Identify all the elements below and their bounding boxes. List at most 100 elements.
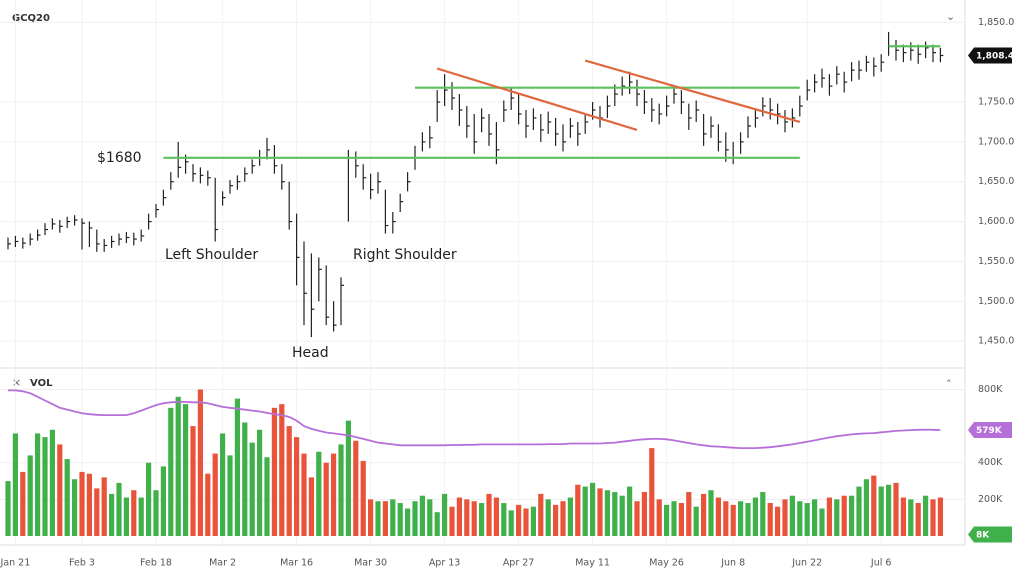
- volume-bar: [160, 466, 166, 536]
- volume-bar: [279, 404, 285, 536]
- volume-bar: [338, 444, 344, 536]
- volume-bar: [493, 497, 499, 536]
- x-tick-label: Jun 8: [720, 558, 745, 569]
- volume-bar: [649, 448, 655, 536]
- volume-bar: [227, 455, 233, 536]
- volume-bar: [590, 482, 596, 536]
- volume-bar: [456, 497, 462, 536]
- trend-line: [584, 59, 801, 124]
- volume-bar: [782, 499, 788, 536]
- volume-bar: [612, 492, 618, 536]
- volume-bar: [479, 503, 485, 536]
- volume-bar: [841, 495, 847, 536]
- volume-bar: [752, 497, 758, 536]
- volume-bar: [249, 442, 255, 536]
- volume-bar: [686, 492, 692, 536]
- y-tick-label: 1,450.0: [978, 336, 1014, 347]
- y2-tick-label: 800K: [978, 384, 1003, 395]
- volume-bar: [738, 501, 744, 536]
- volume-bar: [345, 420, 351, 536]
- volume-bar: [486, 493, 492, 536]
- x-tick-label: May 26: [649, 558, 684, 569]
- volume-bar: [849, 495, 855, 536]
- annotation: Head: [292, 345, 329, 361]
- volume-bar: [723, 501, 729, 536]
- volume-bar: [190, 426, 196, 536]
- volume-bar: [242, 422, 248, 536]
- volume-bar: [427, 499, 433, 536]
- x-tick-label: Jul 6: [870, 558, 892, 569]
- volume-bar: [834, 499, 840, 536]
- volume-bar: [220, 433, 226, 536]
- volume-bar: [871, 475, 877, 536]
- volume-bar: [708, 490, 714, 536]
- volume-bar: [197, 389, 203, 536]
- volume-bar: [634, 501, 640, 536]
- volume-bar: [582, 486, 588, 536]
- volume-bar: [656, 499, 662, 536]
- volume-bar: [730, 504, 736, 536]
- volume-bar: [257, 429, 263, 536]
- expand-icon[interactable]: ˄: [946, 378, 952, 391]
- volume-bar: [234, 398, 240, 536]
- volume-bar: [627, 486, 633, 536]
- volume-bar: [538, 493, 544, 536]
- volume-title: VOL: [30, 378, 53, 389]
- volume-bar: [264, 457, 270, 536]
- x-tick-label: May 11: [575, 558, 610, 569]
- x-tick-label: Mar 30: [354, 558, 387, 569]
- volume-bar: [434, 512, 440, 536]
- volume-bar: [390, 499, 396, 536]
- close-icon[interactable]: ×: [12, 376, 21, 389]
- x-tick-label: Mar 2: [209, 558, 236, 569]
- volume-bar: [553, 504, 559, 536]
- volume-bar: [131, 490, 137, 536]
- y-tick-label: 1,650.0: [978, 176, 1014, 187]
- collapse-icon[interactable]: ⌄: [946, 10, 955, 23]
- last-price-box: [968, 47, 1012, 64]
- volume-bar: [183, 404, 189, 536]
- volume-bar: [49, 429, 55, 536]
- volume-bar: [442, 493, 448, 536]
- y-tick-label: 1,600.0: [978, 216, 1014, 227]
- volume-bar: [20, 471, 26, 536]
- volume-bar: [138, 497, 144, 536]
- volume-bar: [560, 501, 566, 536]
- volume-bar: [767, 503, 773, 536]
- volume-bar: [863, 479, 869, 536]
- volume-bar: [368, 499, 374, 536]
- volume-bar: [94, 488, 100, 536]
- x-tick-label: Jun 22: [791, 558, 822, 569]
- volume-bar: [79, 471, 85, 536]
- volume-bar: [382, 501, 388, 536]
- volume-bar: [5, 481, 11, 536]
- annotation: $1680: [97, 150, 142, 166]
- volume-bar: [678, 503, 684, 536]
- volume-bar: [797, 501, 803, 536]
- volume-bar: [72, 479, 78, 536]
- annotation: Right Shoulder: [353, 247, 457, 263]
- volume-bar: [508, 510, 514, 536]
- volume-floor-label: 8K: [976, 531, 990, 541]
- volume-bar: [397, 503, 403, 536]
- volume-bar: [604, 490, 610, 536]
- volume-bar: [153, 490, 159, 536]
- x-tick-label: Feb 3: [69, 558, 95, 569]
- x-tick-label: Apr 13: [429, 558, 461, 569]
- volume-bar: [567, 497, 573, 536]
- volume-bar: [301, 453, 307, 536]
- volume-bar: [789, 495, 795, 536]
- y-tick-label: 1,700.0: [978, 136, 1014, 147]
- volume-bar: [886, 484, 892, 536]
- y-tick-label: 1,850.0: [978, 17, 1014, 28]
- volume-bar: [516, 504, 522, 536]
- volume-bar: [501, 503, 507, 536]
- volume-bar: [715, 497, 721, 536]
- volume-bar: [878, 486, 884, 536]
- volume-bar: [57, 444, 63, 536]
- volume-bar: [331, 453, 337, 536]
- volume-bar: [893, 482, 899, 536]
